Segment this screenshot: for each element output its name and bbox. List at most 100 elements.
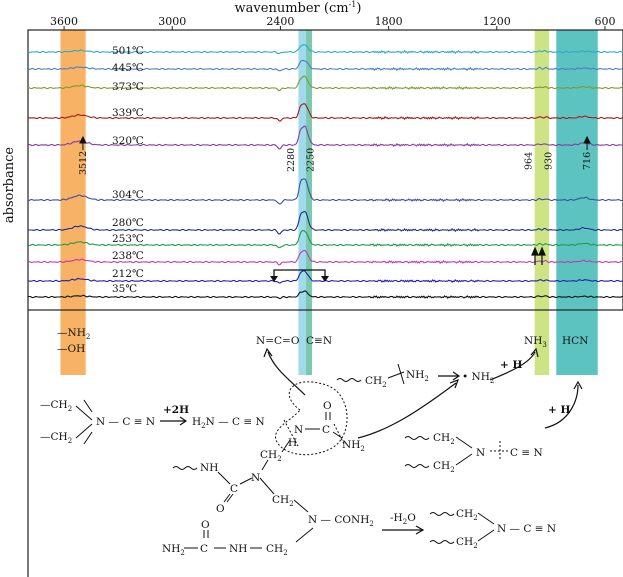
spectrum-line-0 — [27, 44, 623, 55]
peak-label-2: 2250 — [306, 148, 317, 172]
arrow-to-radical — [357, 378, 460, 439]
urea-o: O — [323, 400, 332, 412]
r1-bonds — [75, 399, 93, 445]
poly-c: C — [230, 483, 238, 495]
spectrum-line-7 — [27, 230, 623, 249]
poly-nh-bottom: NH — [229, 543, 247, 555]
spectrum-line-1 — [27, 59, 623, 72]
spectrum-line-8 — [28, 249, 623, 266]
temp-label-1: 445℃ — [112, 62, 144, 74]
temp-label-2: 373℃ — [112, 81, 144, 93]
spectrum-line-4 — [27, 125, 623, 150]
spectrum-line-5 — [27, 178, 623, 205]
poly-nh: NH — [200, 462, 218, 474]
x-tick-label-0: 3600 — [50, 15, 78, 28]
wavy-bond-b — [404, 436, 430, 440]
r1-product: H2N — C ≡ N — [192, 416, 265, 430]
r3-bonds — [455, 436, 473, 466]
r3-ch2-top: CH2 — [433, 432, 455, 446]
r2-nh2: NH2 — [406, 369, 429, 383]
plus-h-nh3: + H — [500, 359, 522, 371]
wavy-bond-c — [404, 464, 430, 468]
urea-n: N — [294, 424, 303, 436]
band-1 — [298, 30, 307, 375]
r1-ch2-top: —CH2 — [40, 399, 72, 413]
wavy-bond-e — [429, 512, 455, 516]
r4-ch2-top: CH2 — [456, 508, 478, 522]
x-tick-label-4: 1200 — [483, 15, 511, 28]
arrow-to-nh3 — [489, 347, 539, 381]
poly-ch2-bottom: CH2 — [266, 543, 288, 557]
peak-label-1: 2280 — [286, 148, 297, 172]
dotted-loop — [275, 381, 348, 456]
peak-label-0: 3512 — [78, 151, 89, 175]
poly-nh2-left: NH2 — [162, 543, 185, 557]
temp-label-10: 35℃ — [112, 283, 137, 295]
r3-ch2-bottom: CH2 — [433, 460, 455, 474]
temp-label-8: 238℃ — [112, 250, 144, 262]
poly-bonds-2 — [293, 499, 309, 513]
urea-h: H — [288, 437, 297, 449]
r4-ch2-bottom: CH2 — [456, 536, 478, 550]
spectrum-line-10 — [27, 290, 623, 300]
x-tick-label-5: 600 — [594, 15, 615, 28]
spectrum-line-2 — [27, 75, 623, 92]
plot-frame — [27, 29, 623, 311]
urea-c: C — [322, 424, 330, 436]
bracket-arrow-left — [270, 276, 278, 282]
x-axis-title: wavenumber (cm-1) — [235, 0, 362, 16]
poly-o: O — [216, 503, 225, 515]
poly-c2: C — [200, 543, 208, 555]
arrow-to-nco — [263, 347, 306, 396]
r2-arrow — [438, 371, 461, 381]
band-label-hcn: HCN — [562, 335, 588, 347]
r1-plus-2h: +2H — [163, 404, 189, 416]
band-2 — [306, 30, 312, 375]
temp-label-3: 339℃ — [112, 107, 144, 119]
band-3 — [534, 30, 550, 375]
r1-n-cn: N — C ≡ N — [96, 416, 155, 428]
x-tick-label-3: 1800 — [375, 15, 403, 28]
r1-arrow — [160, 416, 188, 426]
poly-o2: O — [201, 519, 210, 531]
poly-bonds-1 — [217, 459, 275, 503]
poly-n: N — [251, 472, 260, 484]
spectrum-line-6 — [27, 210, 623, 235]
band-label-nco: N=C=O — [256, 335, 300, 347]
poly-bonds-4 — [184, 530, 262, 549]
arrow-to-hcn — [544, 380, 583, 429]
poly-ch2-mid: CH2 — [272, 494, 294, 508]
temp-label-5: 304℃ — [112, 189, 144, 201]
r3-cleave — [490, 441, 508, 461]
peak-arrow-5 — [583, 135, 591, 150]
spectrum-line-3 — [27, 103, 623, 122]
poly-ch2-top: CH2 — [260, 449, 282, 463]
urea-cleave-left — [283, 419, 299, 447]
temperature-labels: 501℃ 445℃ 373℃ 339℃ 320℃ 304℃ 280℃ 253℃ 238℃ 212℃… — [112, 45, 144, 295]
r2-radical: • NH2 — [462, 371, 494, 385]
r2-ch2: CH2 — [365, 375, 387, 389]
temp-label-7: 253℃ — [112, 233, 144, 245]
up-arrow-964 — [531, 246, 539, 265]
r3-n: N — [476, 447, 485, 459]
peak-label-5: 716 — [582, 152, 593, 170]
r4-n-cn: N — C ≡ N — [497, 523, 556, 535]
band-4 — [556, 30, 598, 375]
temp-label-9: 212℃ — [112, 268, 144, 280]
x-axis-ticks: 3600 3000 2400 1800 1200 600 — [50, 15, 615, 30]
r4-bonds — [477, 512, 495, 542]
poly-bond-up — [281, 439, 291, 453]
bracket-marker — [273, 269, 326, 276]
temp-label-6: 280℃ — [112, 217, 144, 229]
r4-minus-h2o: -H2O — [390, 512, 416, 526]
r3-cn: C ≡ N — [510, 447, 543, 459]
wavy-bond-a — [336, 378, 362, 382]
temp-label-4: 320℃ — [112, 135, 144, 147]
up-arrow-930 — [538, 246, 546, 265]
band-0 — [60, 30, 86, 375]
band-label-cn: C≡N — [306, 335, 332, 347]
x-tick-label-1: 3000 — [158, 15, 186, 28]
spectra-lines — [27, 44, 623, 300]
peak-labels: 3512 2280 2250 964 930 716 — [78, 135, 593, 175]
